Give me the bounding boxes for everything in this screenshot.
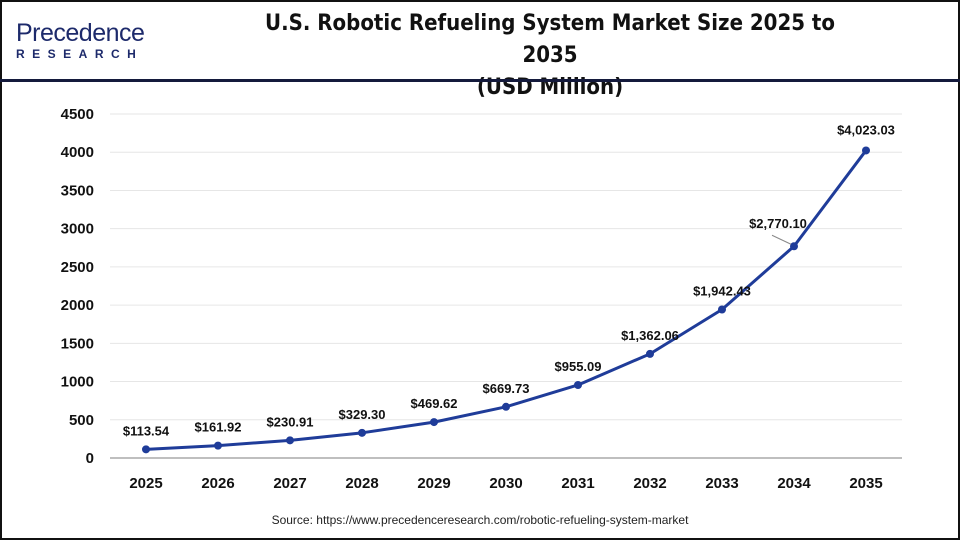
y-tick-label: 500 — [69, 412, 94, 429]
data-point — [358, 428, 366, 437]
y-tick-label: 4500 — [61, 106, 94, 123]
leader-line — [771, 234, 792, 245]
data-label: $329.30 — [339, 407, 386, 422]
data-label: $2,770.10 — [749, 216, 807, 231]
x-tick-label: 2032 — [633, 475, 666, 492]
data-point — [430, 418, 438, 427]
data-label: $113.54 — [123, 423, 170, 438]
data-label: $4,023.03 — [837, 122, 895, 137]
y-tick-label: 4000 — [61, 144, 94, 161]
data-point — [862, 146, 870, 155]
data-point — [646, 349, 654, 358]
logo-brand-bottom: RESEARCH — [16, 47, 144, 61]
y-tick-label: 1500 — [61, 335, 94, 352]
y-tick-label: 2000 — [61, 297, 94, 314]
x-tick-label: 2025 — [129, 475, 162, 492]
chart-title: U.S. Robotic Refueling System Market Siz… — [235, 8, 865, 104]
data-point — [286, 436, 294, 445]
data-label: $1,942.43 — [693, 284, 751, 299]
title-line-1: U.S. Robotic Refueling System Market Siz… — [265, 11, 835, 68]
y-tick-label: 1000 — [61, 374, 94, 391]
data-label: $469.62 — [411, 396, 458, 411]
x-tick-label: 2029 — [417, 475, 450, 492]
data-point — [142, 445, 150, 454]
precedence-research-logo: Precedence RESEARCH — [16, 20, 166, 68]
y-tick-label: 3000 — [61, 221, 94, 238]
data-label: $1,362.06 — [621, 328, 679, 343]
data-point — [574, 380, 582, 389]
x-tick-label: 2028 — [345, 475, 378, 492]
data-label: $955.09 — [555, 359, 602, 374]
x-tick-label: 2031 — [561, 475, 594, 492]
source-note: Source: https://www.precedenceresearch.c… — [271, 513, 689, 527]
x-tick-label: 2026 — [201, 475, 234, 492]
y-tick-label: 2500 — [61, 259, 94, 276]
data-point — [718, 305, 726, 314]
x-tick-label: 2027 — [273, 475, 306, 492]
x-tick-label: 2030 — [489, 475, 522, 492]
x-tick-label: 2034 — [777, 475, 811, 492]
data-point — [790, 242, 798, 251]
header-divider — [0, 79, 960, 82]
data-label: $230.91 — [267, 414, 314, 429]
data-label: $669.73 — [483, 381, 530, 396]
y-tick-label: 3500 — [61, 182, 94, 199]
y-tick-label: 0 — [86, 450, 94, 467]
data-point — [502, 402, 510, 411]
x-tick-label: 2033 — [705, 475, 738, 492]
data-label: $161.92 — [195, 420, 242, 435]
x-tick-label: 2035 — [849, 475, 882, 492]
logo-brand-top: Precedence — [16, 19, 145, 47]
data-point — [214, 441, 222, 450]
